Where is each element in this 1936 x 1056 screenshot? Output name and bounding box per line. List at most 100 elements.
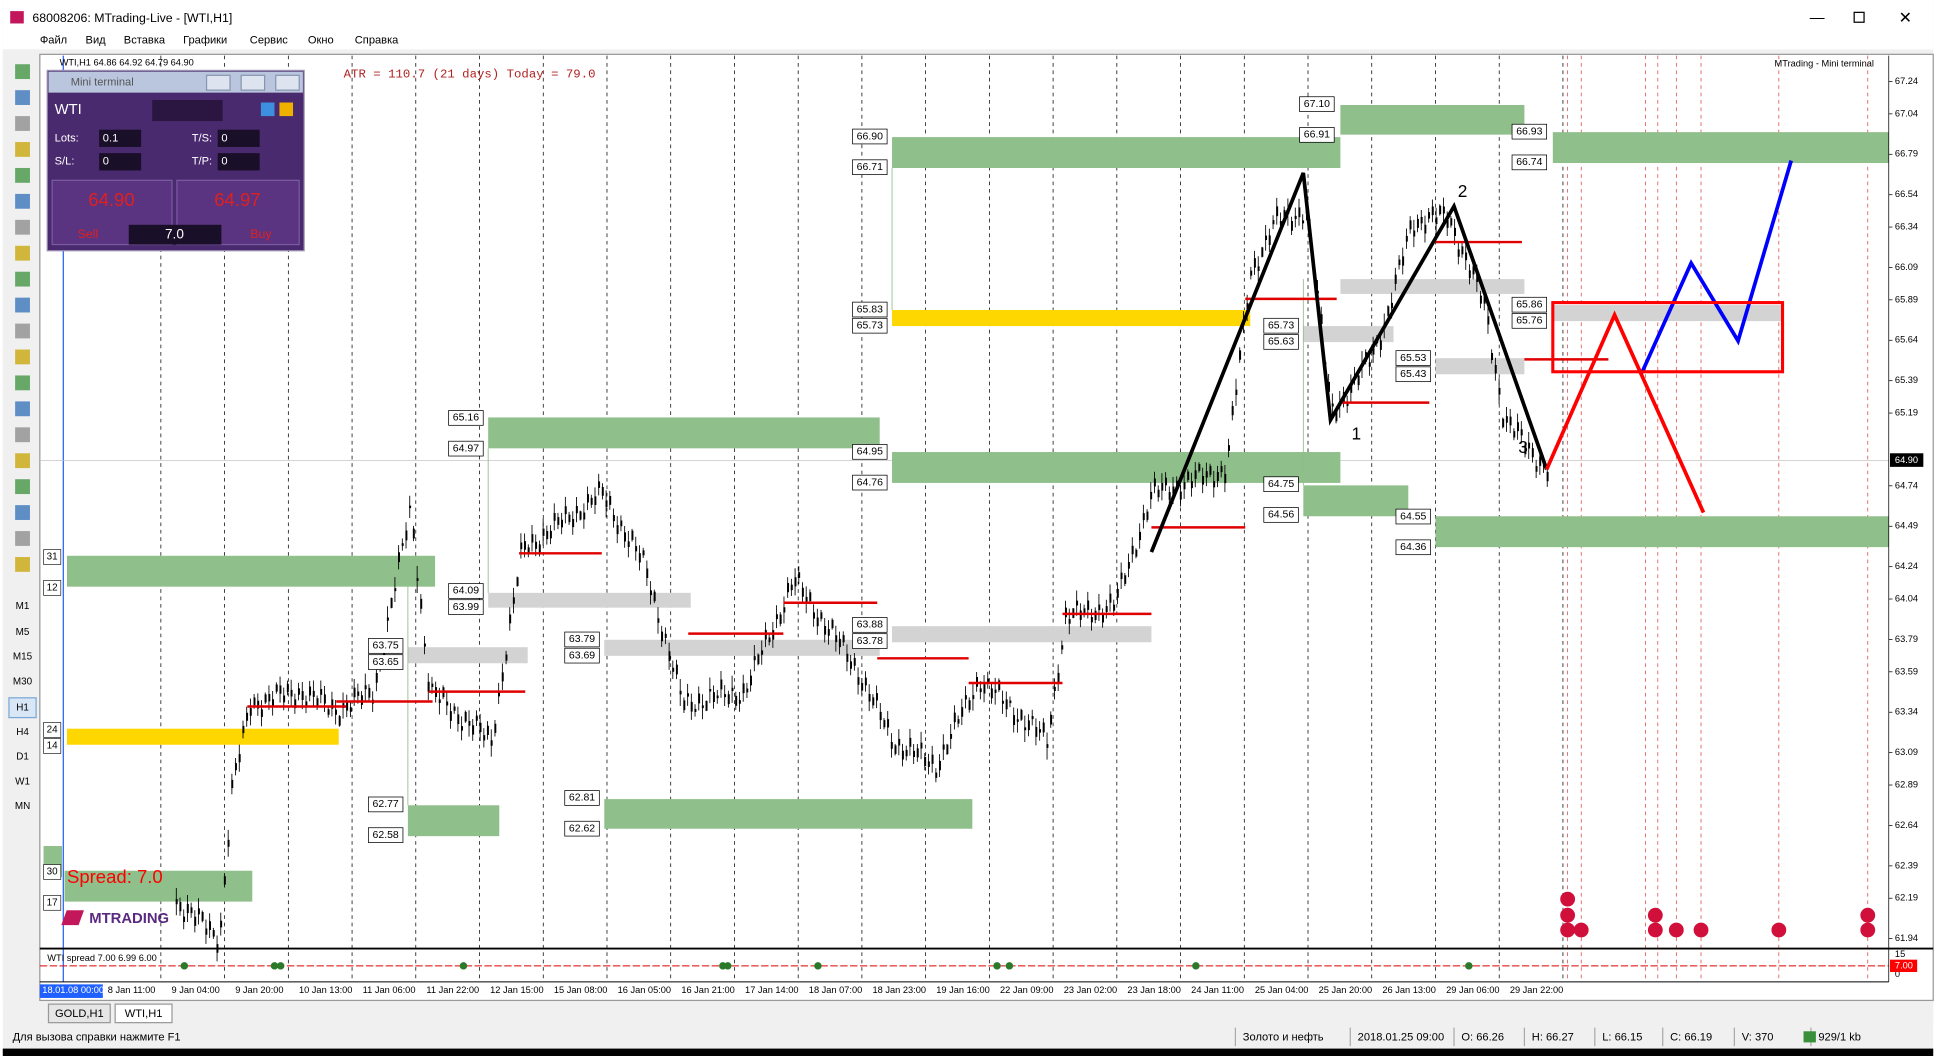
zone	[407, 805, 500, 837]
alert-icon[interactable]	[1693, 922, 1709, 938]
level-label: 63.79	[569, 634, 595, 645]
maximize[interactable]	[1853, 11, 1865, 23]
tool-icon[interactable]	[15, 401, 30, 417]
price-label: 64.24	[1895, 561, 1918, 571]
mt-input[interactable]	[99, 129, 142, 147]
tool-icon[interactable]	[15, 297, 30, 313]
level-label: 65.73	[857, 320, 883, 331]
tool-icon[interactable]	[15, 557, 30, 572]
zone	[892, 137, 1341, 168]
tool-icon[interactable]	[15, 64, 30, 80]
bottom-bar	[2, 1048, 1934, 1056]
mt-input[interactable]	[99, 153, 142, 171]
time-label: 23 Jan 02:00	[1064, 985, 1118, 995]
alert-icon[interactable]	[1560, 891, 1576, 907]
timeframe-button[interactable]: D1	[16, 752, 29, 763]
alert-icon[interactable]	[1860, 922, 1876, 938]
tool-icon[interactable]	[15, 531, 30, 546]
menu-item[interactable]: Справка	[355, 35, 399, 47]
level-label: 65.86	[1516, 299, 1542, 310]
tab-label[interactable]: WTI,H1	[125, 1008, 163, 1020]
level-label-box	[367, 796, 404, 813]
time-label: 17 Jan 14:00	[745, 985, 799, 995]
mt-lock[interactable]	[279, 102, 294, 117]
timeframe-active	[8, 697, 37, 719]
wave-label: 2	[1458, 181, 1468, 201]
window-button[interactable]	[240, 74, 266, 91]
zone	[1435, 358, 1525, 375]
terminal-label: MTrading - Mini terminal	[1775, 59, 1874, 69]
window-button[interactable]	[205, 74, 231, 91]
time-label: 29 Jan 06:00	[1446, 985, 1500, 995]
time-label: 25 Jan 04:00	[1255, 985, 1308, 995]
zone	[892, 310, 1251, 327]
tool-icon[interactable]	[15, 349, 30, 365]
tool-icon[interactable]	[15, 167, 30, 183]
timeframe-button[interactable]: M5	[16, 627, 30, 638]
price-label: 62.39	[1895, 860, 1918, 870]
price-label: 62.89	[1895, 779, 1918, 789]
window-button[interactable]	[275, 74, 300, 91]
tool-icon[interactable]	[15, 219, 30, 235]
tool-icon[interactable]	[15, 116, 30, 131]
level-label-box	[852, 317, 888, 334]
tool-icon[interactable]	[15, 323, 30, 339]
alert-icon[interactable]	[1647, 922, 1663, 938]
buy-price: 64.97	[214, 189, 260, 210]
timeframe-button[interactable]: M15	[13, 652, 33, 663]
minimize[interactable]: —	[1810, 10, 1825, 26]
timeframe-button[interactable]: W1	[15, 776, 30, 787]
level-label-box	[1395, 539, 1431, 556]
alert-icon[interactable]	[1668, 922, 1684, 938]
timeframe-button[interactable]: MN	[15, 801, 30, 812]
alert-icon[interactable]	[1860, 907, 1876, 923]
close[interactable]: ✕	[1899, 9, 1912, 27]
alert-icon[interactable]	[1560, 907, 1576, 923]
mt-input[interactable]	[217, 153, 260, 171]
tool-icon[interactable]	[15, 245, 30, 261]
tab[interactable]	[114, 1003, 173, 1024]
menu-item[interactable]: Файл	[40, 35, 67, 47]
timeframe-button[interactable]: M30	[13, 676, 33, 687]
timeframe-button[interactable]: H1	[16, 702, 29, 713]
menu-item[interactable]: Графики	[183, 35, 227, 47]
side-label: 14	[47, 741, 58, 752]
level-label: 66.91	[1304, 130, 1330, 141]
menu-item[interactable]: Окно	[308, 35, 334, 47]
tool-icon[interactable]	[15, 271, 30, 287]
menu-item[interactable]: Вставка	[124, 35, 166, 47]
level-label: 65.63	[1268, 337, 1294, 348]
menu-item[interactable]: Сервис	[250, 35, 288, 47]
tool-icon[interactable]	[15, 90, 30, 105]
tab[interactable]	[47, 1003, 111, 1024]
indicator-dot	[1465, 962, 1473, 970]
alert-icon[interactable]	[1573, 922, 1589, 938]
mt-input[interactable]	[217, 129, 260, 147]
alert-icon[interactable]	[1771, 922, 1787, 938]
timeframe-button[interactable]: M1	[16, 601, 30, 612]
tool-icon[interactable]	[15, 193, 30, 209]
level-label-box	[852, 617, 888, 633]
price-label: 66.54	[1895, 189, 1918, 199]
alert-icon[interactable]	[1647, 907, 1663, 923]
tool-icon[interactable]	[15, 375, 30, 391]
menu-item[interactable]: Вид	[86, 35, 107, 47]
timeframe-button[interactable]: H4	[16, 727, 29, 738]
time-label: 22 Jan 09:00	[1000, 985, 1054, 995]
tab-label[interactable]: GOLD,H1	[55, 1008, 104, 1020]
level-label: 65.43	[1400, 369, 1426, 380]
mt-settings[interactable]	[260, 102, 275, 117]
tool-icon[interactable]	[15, 427, 30, 443]
zone	[604, 799, 973, 829]
mt-input-value: 0	[103, 156, 109, 168]
tool-icon[interactable]	[15, 505, 30, 520]
tool-icon[interactable]	[15, 142, 30, 157]
alert-icon[interactable]	[1560, 922, 1576, 938]
buy-label: Buy	[250, 227, 272, 241]
wave-label: 3	[1518, 437, 1528, 457]
tool-icon[interactable]	[15, 479, 30, 495]
level-label-box	[564, 647, 600, 664]
status-item: O: 66.26	[1461, 1031, 1504, 1043]
mt-symbol: WTI	[55, 102, 82, 118]
tool-icon[interactable]	[15, 453, 30, 469]
